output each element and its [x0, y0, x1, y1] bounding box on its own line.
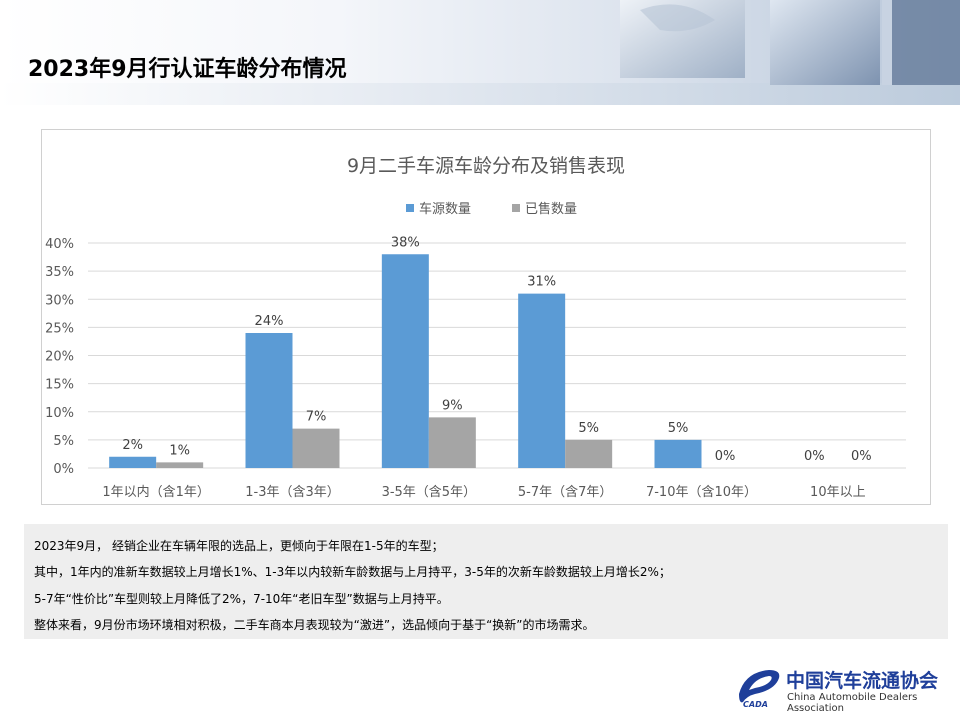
y-tick-label: 15%	[45, 378, 74, 393]
bar-sold	[565, 439, 613, 468]
org-name-cn: 中国汽车流通协会	[786, 670, 939, 692]
bar-supply	[654, 439, 702, 468]
logo-text: CADA	[743, 700, 768, 708]
y-tick-label: 0%	[53, 462, 74, 477]
legend-label-2: 已售数量	[525, 201, 577, 217]
y-tick-label: 35%	[45, 265, 74, 280]
legend-swatch-2	[512, 204, 520, 212]
bar-supply	[518, 293, 566, 468]
y-tick-label: 30%	[45, 293, 74, 308]
x-tick-label: 5-7年（含7年）	[518, 484, 613, 500]
bar-supply	[381, 254, 429, 468]
bar-supply	[245, 333, 293, 468]
bar-sold	[428, 417, 476, 468]
summary-line-1: 2023年9月， 经销企业在车辆年限的选品上，更倾向于年限在1-5年的车型；	[34, 539, 444, 553]
x-tick-label: 10年以上	[810, 485, 866, 500]
x-tick-label: 1-3年（含3年）	[245, 484, 340, 500]
x-tick-label: 7-10年（含10年）	[646, 484, 757, 500]
data-label: 38%	[391, 235, 420, 250]
bar-sold	[156, 462, 204, 468]
header-band	[0, 83, 960, 105]
bar-sold	[292, 428, 340, 468]
data-label: 0%	[851, 449, 872, 464]
data-label: 0%	[804, 449, 825, 464]
data-label: 31%	[527, 275, 556, 290]
bar-supply	[109, 456, 157, 468]
legend-label-1: 车源数量	[419, 201, 471, 217]
legend-swatch-1	[406, 204, 414, 212]
data-label: 5%	[578, 421, 599, 436]
y-tick-label: 40%	[45, 237, 74, 252]
data-label: 1%	[169, 443, 190, 458]
data-label: 2%	[122, 438, 143, 453]
data-label: 24%	[255, 314, 284, 329]
summary-box: 2023年9月， 经销企业在车辆年限的选品上，更倾向于年限在1-5年的车型； 其…	[24, 524, 948, 639]
data-label: 7%	[306, 410, 327, 425]
summary-line-3: 5-7年“性价比”车型则较上月降低了2%，7-10年“老旧车型”数据与上月持平。	[34, 592, 449, 606]
y-tick-label: 10%	[45, 406, 74, 421]
org-name-en: China Automobile Dealers Association	[787, 692, 918, 714]
decorative-cube-graphic	[620, 0, 960, 85]
data-label: 0%	[715, 449, 736, 464]
cada-logo: CADA	[739, 670, 780, 708]
y-tick-label: 5%	[53, 434, 74, 449]
summary-line-4: 整体来看，9月份市场环境相对积极，二手车商本月表现较为“激进”，选品倾向于基于“…	[34, 618, 595, 632]
page-title: 2023年9月行认证车龄分布情况	[28, 57, 347, 82]
chart-title: 9月二手车源车龄分布及销售表现	[347, 155, 625, 177]
summary-line-2: 其中，1年内的准新车数据较上月增长1%、1-3年以内较新车龄数据与上月持平，3-…	[34, 565, 671, 579]
chart-container: 9月二手车源车龄分布及销售表现车源数量 已售数量 0% 5% 10% 15% 20% 25% 3…	[41, 129, 931, 505]
y-tick-label: 25%	[45, 321, 74, 336]
data-label: 9%	[442, 398, 463, 413]
y-tick-label: 20%	[45, 350, 74, 365]
data-label: 5%	[668, 421, 689, 436]
x-tick-label: 3-5年（含5年）	[382, 484, 477, 500]
x-tick-label: 1年以内（含1年）	[102, 484, 210, 500]
